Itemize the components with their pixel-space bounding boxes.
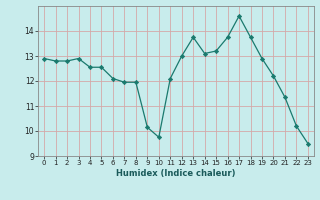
X-axis label: Humidex (Indice chaleur): Humidex (Indice chaleur) [116, 169, 236, 178]
